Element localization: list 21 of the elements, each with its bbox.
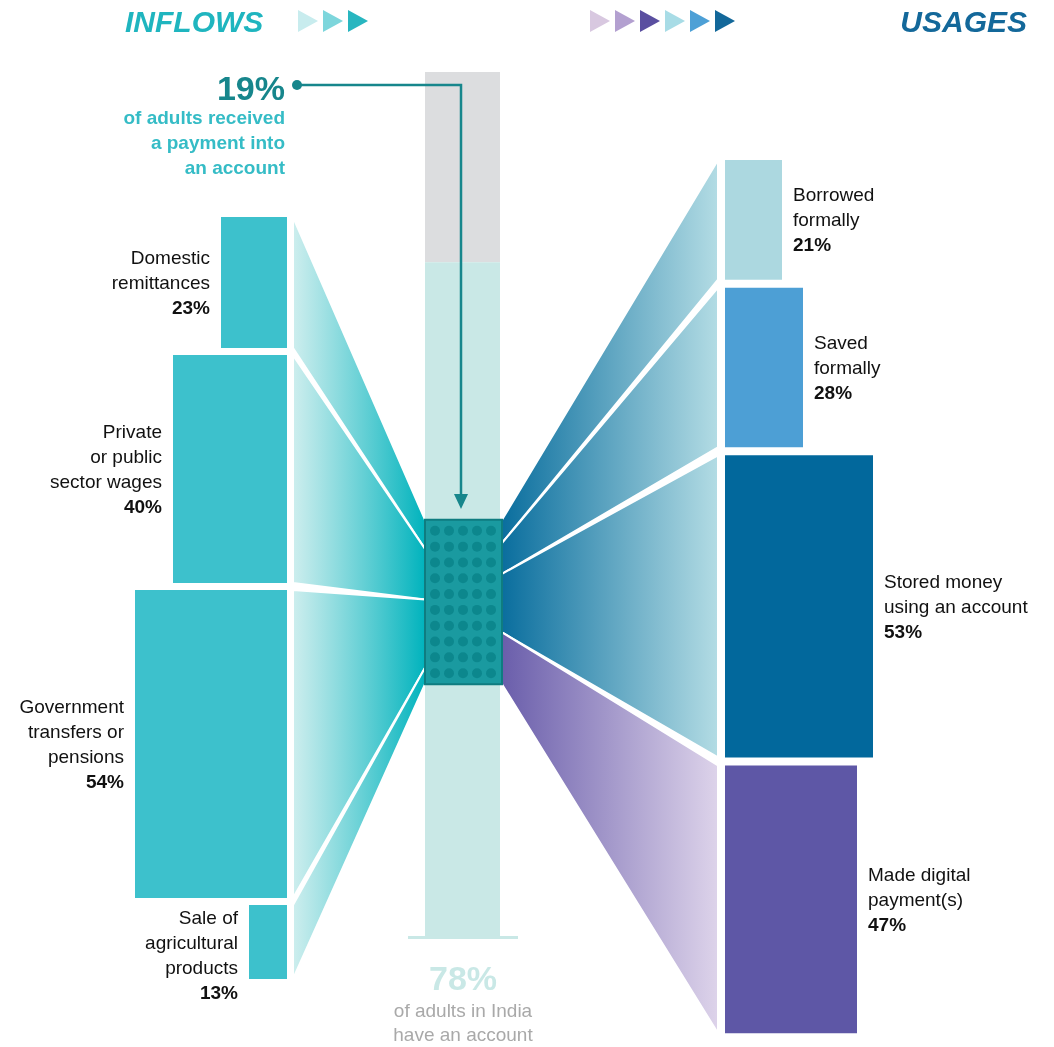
category-label: Borrowed formally: [793, 184, 875, 231]
category-label: Stored money using an account: [884, 570, 1029, 617]
data-label: 21%: [793, 234, 832, 256]
data-label: 40%: [123, 496, 163, 518]
category-label: Sale of agricultural products: [145, 906, 239, 978]
data-label: 28%: [814, 382, 853, 403]
category-label: of adults in India have an account: [393, 1000, 534, 1045]
data-label: 19%: [216, 69, 285, 107]
category-label: Saved formally: [814, 332, 882, 378]
text: INFLOWS: [125, 5, 264, 38]
data-label: 54%: [85, 771, 125, 792]
data-label: 23%: [171, 297, 211, 319]
category-label: of adults received a payment into an account: [123, 107, 286, 178]
category-label: Made digital payment(s): [868, 863, 971, 910]
category-label: Government transfers or pensions: [19, 696, 125, 767]
category-label: Private or public sector wages: [50, 421, 162, 493]
data-label: 13%: [199, 981, 239, 1003]
data-label: 53%: [884, 620, 923, 642]
data-label: 47%: [868, 913, 907, 935]
category-label: Domestic remittances: [111, 247, 210, 294]
text: USAGES: [900, 5, 1027, 38]
